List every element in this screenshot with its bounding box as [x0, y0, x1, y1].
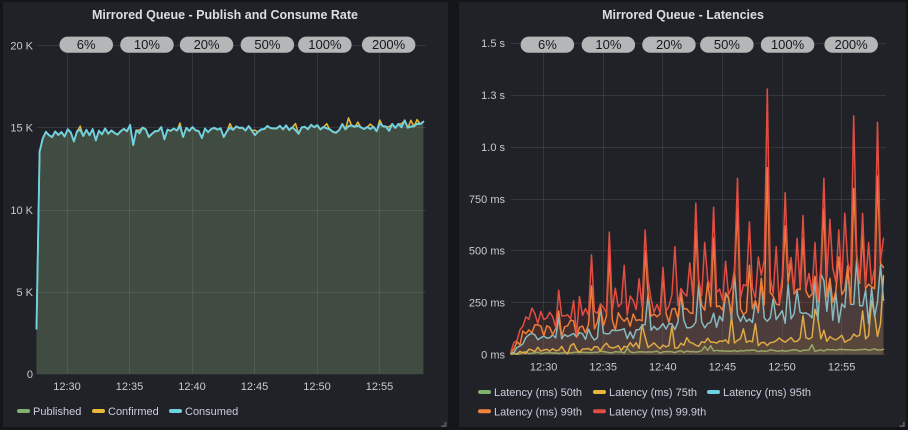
svg-text:12:30: 12:30	[53, 381, 81, 393]
svg-text:Latency (ms) 95th: Latency (ms) 95th	[723, 387, 811, 399]
svg-text:200%: 200%	[834, 37, 868, 52]
svg-text:15 K: 15 K	[10, 123, 33, 135]
svg-text:Latency (ms) 99.9th: Latency (ms) 99.9th	[609, 406, 706, 418]
svg-text:Confirmed: Confirmed	[108, 406, 159, 418]
svg-text:Mirrored Queue - Publish and C: Mirrored Queue - Publish and Consume Rat…	[92, 8, 358, 22]
svg-text:Latency (ms) 50th: Latency (ms) 50th	[494, 387, 582, 399]
svg-text:20%: 20%	[194, 37, 220, 52]
svg-text:250 ms: 250 ms	[469, 298, 506, 310]
svg-text:Latency (ms) 99th: Latency (ms) 99th	[494, 406, 582, 418]
svg-text:10%: 10%	[134, 37, 160, 52]
svg-text:100%: 100%	[308, 37, 342, 52]
svg-text:100%: 100%	[771, 37, 805, 52]
svg-text:6%: 6%	[538, 37, 557, 52]
svg-text:750 ms: 750 ms	[469, 194, 506, 206]
svg-text:6%: 6%	[77, 37, 96, 52]
svg-text:12:50: 12:50	[303, 381, 331, 393]
svg-text:Mirrored Queue - Latencies: Mirrored Queue - Latencies	[602, 8, 764, 22]
svg-text:12:45: 12:45	[709, 362, 737, 374]
svg-text:12:45: 12:45	[241, 381, 269, 393]
svg-text:500 ms: 500 ms	[469, 246, 506, 258]
svg-text:12:30: 12:30	[530, 362, 558, 374]
svg-text:Consumed: Consumed	[185, 406, 238, 418]
svg-text:50%: 50%	[254, 37, 280, 52]
svg-text:12:35: 12:35	[116, 381, 144, 393]
svg-text:12:35: 12:35	[589, 362, 617, 374]
svg-text:10 K: 10 K	[10, 205, 33, 217]
svg-text:Latency (ms) 75th: Latency (ms) 75th	[609, 387, 697, 399]
svg-text:200%: 200%	[372, 37, 406, 52]
svg-text:1.3 s: 1.3 s	[481, 90, 505, 102]
svg-text:10%: 10%	[595, 37, 621, 52]
svg-text:12:55: 12:55	[366, 381, 394, 393]
svg-text:50%: 50%	[714, 37, 740, 52]
svg-text:0: 0	[27, 369, 33, 381]
svg-text:20 K: 20 K	[10, 41, 33, 53]
svg-text:12:40: 12:40	[178, 381, 206, 393]
svg-text:12:55: 12:55	[828, 362, 856, 374]
svg-text:12:50: 12:50	[768, 362, 796, 374]
svg-text:0 ms: 0 ms	[481, 349, 505, 361]
svg-text:12:40: 12:40	[649, 362, 677, 374]
svg-text:20%: 20%	[656, 37, 682, 52]
svg-text:1.0 s: 1.0 s	[481, 142, 505, 154]
svg-text:Published: Published	[33, 406, 81, 418]
svg-text:1.5 s: 1.5 s	[481, 38, 505, 50]
svg-text:5 K: 5 K	[16, 287, 33, 299]
